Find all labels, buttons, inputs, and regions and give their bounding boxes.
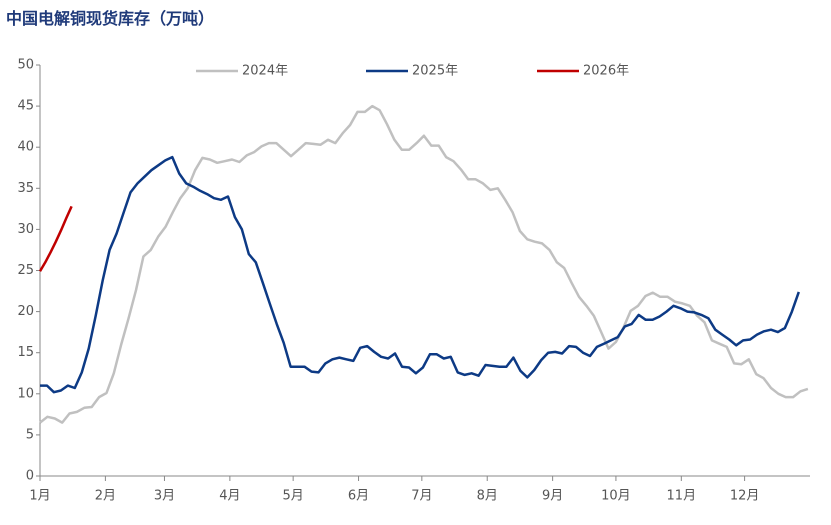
legend-label: 2025年	[412, 64, 458, 79]
x-tick-label: 3月	[154, 489, 175, 504]
x-tick-label: 10月	[601, 489, 631, 504]
x-tick-label: 9月	[542, 489, 563, 504]
x-tick-label: 7月	[411, 489, 432, 504]
series-line	[38, 205, 73, 272]
y-tick-label: 35	[17, 181, 34, 196]
x-tick-label: 2月	[95, 489, 116, 504]
series-line	[40, 155, 800, 394]
x-tick-label: 8月	[477, 489, 498, 504]
x-tick-label: 1月	[29, 489, 50, 504]
x-tick-label: 11月	[667, 489, 697, 504]
x-tick-label: 5月	[283, 489, 304, 504]
x-tick-label: 6月	[348, 489, 369, 504]
y-tick-label: 25	[17, 263, 34, 278]
y-tick-label: 10	[17, 386, 34, 401]
y-tick-label: 15	[17, 345, 34, 360]
y-tick-label: 40	[17, 140, 34, 155]
y-tick-label: 5	[26, 427, 34, 442]
y-tick-label: 30	[17, 222, 34, 237]
legend-label: 2026年	[583, 64, 629, 79]
y-tick-label: 0	[26, 469, 34, 484]
x-tick-label: 4月	[219, 489, 240, 504]
series-line	[39, 104, 809, 424]
x-tick-label: 12月	[730, 489, 760, 504]
y-tick-label: 20	[17, 304, 34, 319]
legend-label: 2024年	[242, 64, 288, 79]
y-tick-label: 45	[17, 99, 34, 114]
y-tick-label: 50	[17, 58, 34, 73]
chart-title: 中国电解铜现货库存（万吨）	[6, 9, 214, 28]
